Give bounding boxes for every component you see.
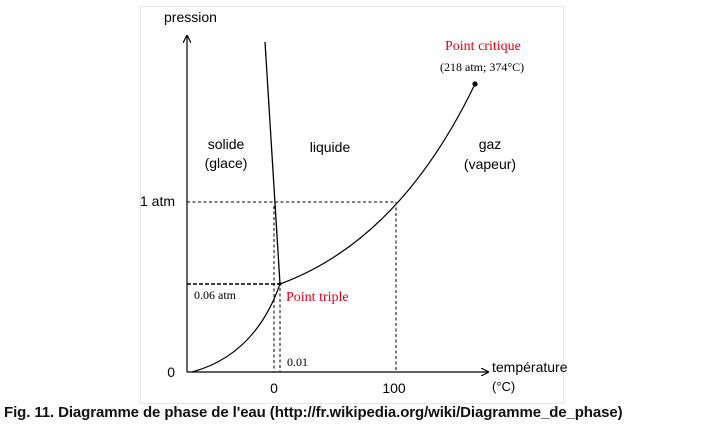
figure-frame [140,6,564,404]
region-gas-sublabel: (vapeur) [464,156,516,172]
fusion-curve [264,41,281,285]
sublimation-curve [191,283,281,373]
region-gas-label: gaz [479,136,502,152]
region-solid-sublabel: (glace) [205,155,248,171]
region-solid-label: solide [208,136,245,152]
region-liquid-label: liquide [310,139,351,155]
critical-point-label: Point critique [445,39,521,54]
x-tick-label: 0 [270,380,278,396]
y-tick-label: 0 [167,364,175,380]
triple-point-temperature: 0.01 [287,355,308,369]
vaporization-curve [279,83,476,285]
triple-point-label: Point triple [286,290,349,305]
triple-point-pressure: 0.06 atm [194,288,237,302]
x-axis-label: température [492,359,568,375]
critical-point-coords: (218 atm; 374°C) [440,60,524,74]
figure-caption: Fig. 11. Diagramme de phase de l'eau (ht… [4,404,623,421]
x-axis-unit: (°C) [492,379,515,394]
y-axis-label: pression [164,9,217,25]
y-tick-label: 1 atm [140,193,175,209]
critical-point-marker [472,81,478,87]
x-tick-label: 100 [382,380,406,396]
